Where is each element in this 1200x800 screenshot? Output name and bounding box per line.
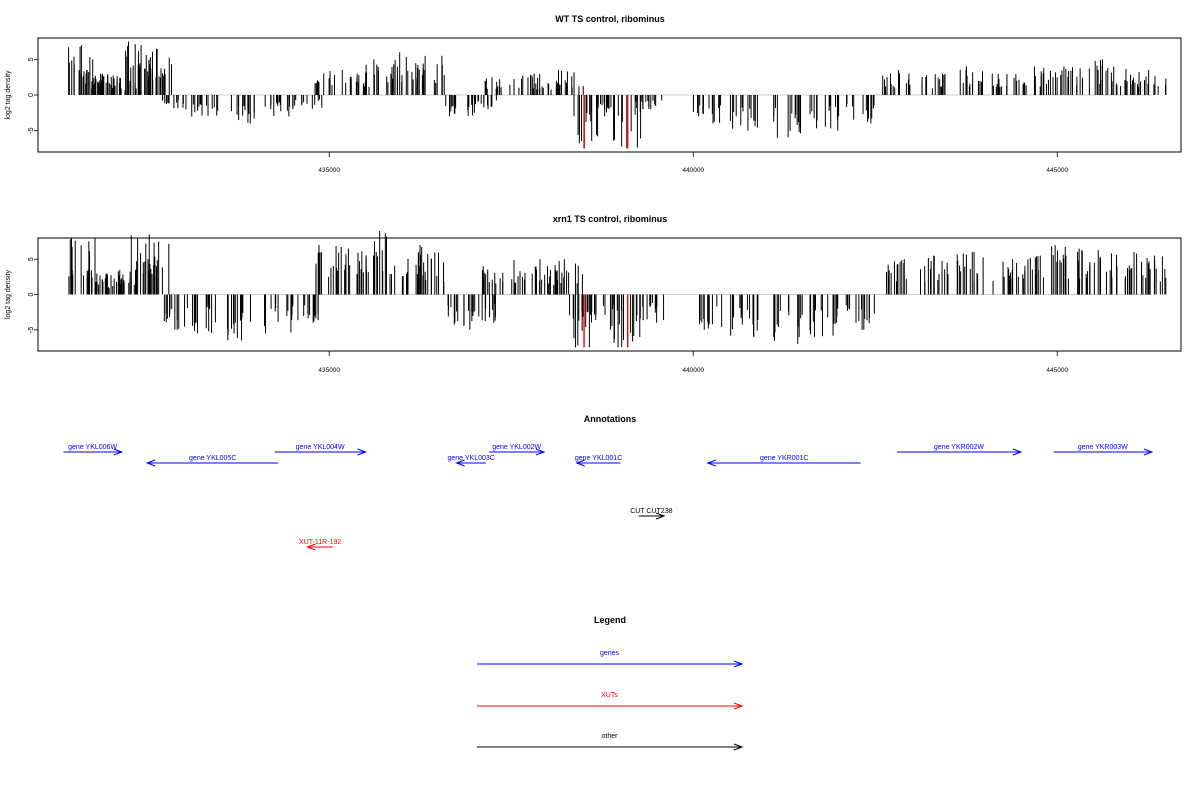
y-tick-label: -5 <box>28 127 35 133</box>
arrowhead <box>706 459 716 467</box>
feature-label: gene YKR003W <box>1078 444 1128 451</box>
feature-label: gene YKL004W <box>296 444 345 451</box>
annotations-panel: Annotations gene YKL006W gene YKL005C gene … <box>63 414 1154 551</box>
arrowhead <box>455 459 465 467</box>
xrn1-density-panel: xrn1 TS control, ribominus -5 0 5 log2 tag d… <box>5 214 1182 374</box>
arrowhead <box>113 448 124 456</box>
y-axis-label: log2 tag density <box>5 269 12 319</box>
x-tick-label: 440000 <box>682 367 704 374</box>
arrowhead <box>733 660 744 668</box>
y-tick-label: 5 <box>28 57 35 61</box>
chart-title: xrn1 TS control, ribominus <box>553 214 668 224</box>
arrowhead <box>733 702 744 710</box>
arrowhead <box>357 448 368 456</box>
feature-label: XUT-11R-192 <box>299 539 341 546</box>
x-tick-label: 435000 <box>318 367 340 374</box>
arrowhead <box>575 459 585 467</box>
x-tick-label: 435000 <box>318 167 340 174</box>
feature-label: gene YKL002W <box>492 444 541 451</box>
arrowhead <box>733 743 744 751</box>
arrowhead <box>145 459 156 467</box>
legend-label: other <box>602 733 619 740</box>
arrowhead <box>305 543 316 551</box>
feature-label: gene YKL003C <box>447 455 494 462</box>
arrowhead <box>1012 448 1023 456</box>
x-tick-label: 440000 <box>682 167 704 174</box>
chart-title: WT TS control, ribominus <box>555 14 665 24</box>
y-axis-label: log2 tag density <box>5 70 12 120</box>
legend-label: XUTs <box>601 692 618 699</box>
arrowhead <box>535 448 546 456</box>
feature-label: gene YKL001C <box>575 455 622 462</box>
wt-density-panel: WT TS control, ribominus -5 0 5 log2 tag den… <box>5 14 1182 174</box>
feature-label: gene YKR001C <box>760 455 809 462</box>
feature-label: CUT CUT238 <box>630 508 672 515</box>
annotations-title: Annotations <box>584 414 637 424</box>
x-tick-label: 445000 <box>1046 167 1068 174</box>
arrowhead <box>655 512 666 520</box>
feature-label: gene YKL006W <box>68 444 117 451</box>
feature-label: gene YKL005C <box>189 455 236 462</box>
y-tick-label: 0 <box>28 93 35 97</box>
legend-label: genes <box>600 650 620 657</box>
y-tick-label: -5 <box>28 327 35 333</box>
y-tick-label: 5 <box>28 257 35 261</box>
feature-label: gene YKR002W <box>934 444 984 451</box>
x-tick-label: 445000 <box>1046 367 1068 374</box>
arrowhead <box>1143 448 1154 456</box>
legend-title: Legend <box>594 615 626 625</box>
y-tick-label: 0 <box>28 292 35 296</box>
legend-panel: Legend genes XUTs other <box>477 615 744 751</box>
